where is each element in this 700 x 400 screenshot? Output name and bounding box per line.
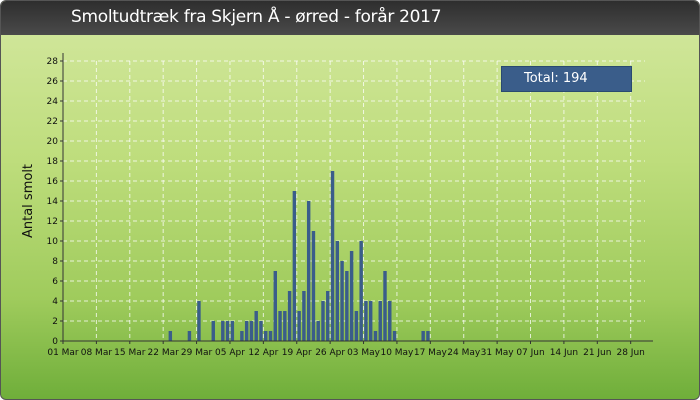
bar: [225, 321, 230, 341]
x-tick-label: 03 May: [347, 348, 381, 358]
bar: [368, 301, 373, 341]
y-tick-label: 2: [52, 317, 58, 327]
bar: [264, 331, 268, 341]
x-tick-label: 26 Apr: [315, 348, 345, 358]
bar: [287, 291, 292, 341]
bar: [211, 321, 215, 341]
y-tick-label: 0: [52, 337, 58, 347]
bars: [168, 171, 430, 341]
grid: [63, 60, 645, 341]
y-axis-label: Antal smolt: [21, 164, 36, 238]
x-tick-label: 19 Apr: [282, 348, 312, 358]
total-badge: Total: 194: [501, 66, 632, 92]
bar: [306, 201, 311, 341]
bar: [340, 261, 344, 341]
bar: [297, 311, 301, 341]
bar: [359, 241, 363, 341]
x-tick-label: 12 Apr: [248, 348, 278, 358]
bar: [349, 251, 354, 341]
bar: [273, 271, 277, 341]
bar: [278, 311, 282, 341]
bar: [240, 331, 244, 341]
y-tick-label: 22: [47, 117, 58, 127]
bar: [316, 321, 320, 341]
y-tick-label: 24: [47, 97, 59, 107]
bar: [230, 321, 235, 341]
y-tick-label: 12: [47, 217, 58, 227]
bar: [364, 301, 368, 341]
x-tick-label: 10 May: [380, 348, 414, 358]
bar: [244, 321, 249, 341]
y-tick-label: 26: [47, 77, 59, 87]
bar: [292, 191, 297, 341]
bar: [168, 331, 173, 341]
x-tick-label: 31 May: [481, 348, 515, 358]
x-tick-label: 01 Mar: [47, 348, 79, 358]
y-tick-label: 4: [52, 297, 58, 307]
x-tick-label: 05 Apr: [215, 348, 245, 358]
y-tick-label: 10: [47, 237, 59, 247]
bar: [373, 331, 378, 341]
bar: [283, 311, 287, 341]
y-tick-label: 18: [47, 157, 59, 167]
bar: [392, 331, 397, 341]
x-tick-label: 15 Mar: [114, 348, 146, 358]
bar: [221, 321, 225, 341]
y-tick-label: 8: [52, 257, 58, 267]
bar: [326, 291, 330, 341]
bar: [249, 321, 254, 341]
x-tick-label: 21 Jun: [583, 348, 611, 358]
chart-title: Smoltudtræk fra Skjern Å - ørred - forår…: [71, 7, 442, 27]
x-tick-label: 22 Mar: [148, 348, 180, 358]
bar: [335, 241, 340, 341]
bar: [302, 291, 306, 341]
x-tick-label: 28 Jun: [616, 348, 644, 358]
bar: [354, 311, 359, 341]
bar: [321, 301, 325, 341]
y-tick-label: 20: [47, 137, 59, 147]
bar: [268, 331, 273, 341]
bar: [197, 301, 201, 341]
bar: [187, 331, 192, 341]
y-tick-label: 28: [47, 57, 59, 67]
x-tick-label: 17 May: [414, 348, 448, 358]
x-tick-label: 14 Jun: [550, 348, 578, 358]
bar: [345, 271, 349, 341]
x-tick-label: 24 May: [447, 348, 481, 358]
bar: [330, 171, 335, 341]
y-tick-label: 6: [52, 277, 58, 287]
bar: [311, 231, 316, 341]
y-tick-label: 16: [47, 177, 59, 187]
bar: [426, 331, 430, 341]
bar: [388, 301, 392, 341]
bar: [254, 311, 258, 341]
bar: [383, 271, 387, 341]
bar: [378, 301, 382, 341]
y-tick-label: 14: [47, 197, 59, 207]
x-tick-label: 07 Jun: [516, 348, 544, 358]
x-tick-label: 29 Mar: [181, 348, 213, 358]
x-tick-label: 08 Mar: [81, 348, 113, 358]
title-bar: Smoltudtræk fra Skjern Å - ørred - forår…: [1, 1, 699, 35]
bar: [259, 321, 263, 341]
bar: [421, 331, 425, 341]
